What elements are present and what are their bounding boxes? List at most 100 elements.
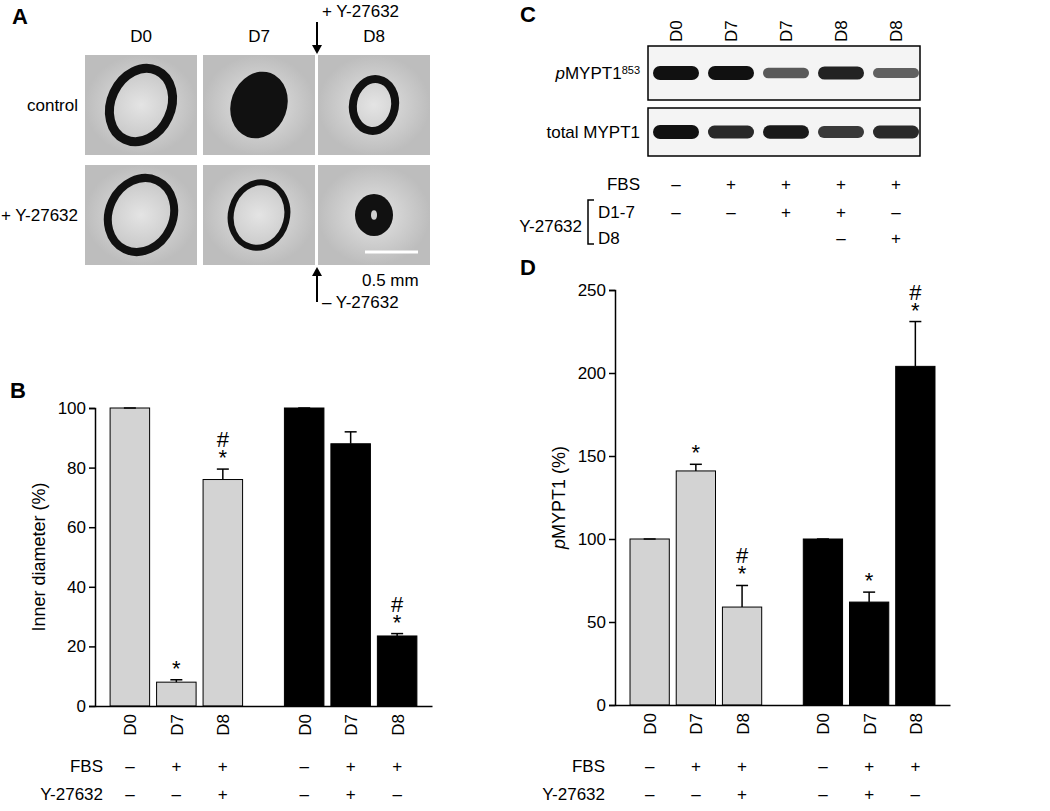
photo (318, 165, 430, 265)
axis-line (616, 705, 951, 707)
error-cap (644, 538, 656, 540)
bar-chart: D050100150200250D0D7D8D0D7D8pMYPT1 (%)*#… (520, 255, 951, 804)
blot-band (708, 126, 754, 139)
error-stem (741, 585, 743, 607)
vessel-ring (221, 63, 297, 146)
condition-symbol: – (645, 785, 655, 804)
tick: 250 (578, 281, 615, 300)
significance-marker: * (738, 561, 747, 586)
error-cap (298, 407, 310, 409)
tick-label: 250 (578, 281, 606, 300)
condition-symbol: – (671, 203, 681, 222)
photo (318, 55, 430, 155)
plot-area (110, 408, 417, 706)
tick: D7 (861, 705, 880, 735)
significance-marker: * (865, 568, 874, 593)
condition-symbol: + (836, 175, 846, 194)
blot-band (653, 125, 699, 139)
arrow (316, 276, 318, 302)
condition-symbol: + (864, 785, 874, 804)
error-cap (124, 407, 136, 409)
tick: D0 (641, 705, 660, 735)
bar-chart: B020406080100D0D7D8D0D7D8Inner diameter … (10, 378, 433, 804)
blot-frame (648, 46, 920, 100)
error-stem (222, 469, 224, 479)
condition-label: Y-27632 (40, 785, 103, 804)
tick: D0 (296, 706, 315, 736)
tick-label: D0 (641, 713, 660, 735)
tick-mark (609, 290, 615, 292)
tick-mark (89, 587, 95, 589)
bar (110, 408, 150, 706)
condition-symbol: + (392, 757, 402, 776)
tick-mark (609, 373, 615, 375)
condition-symbol: – (836, 229, 846, 248)
significance-marker: * (692, 440, 701, 465)
tick-label: 50 (587, 613, 606, 632)
condition-symbol: + (891, 175, 901, 194)
x-axis: D0 D7 D8 D0 D7 D8 (616, 705, 951, 735)
tick-mark (609, 622, 615, 624)
blot-band (818, 66, 864, 79)
tick-mark (609, 456, 615, 458)
bar (850, 602, 889, 705)
condition-symbol: – (818, 785, 828, 804)
error-bar (644, 539, 656, 540)
tick-label: D0 (814, 713, 833, 735)
error-bar (345, 432, 357, 444)
tick: 0 (77, 697, 95, 716)
condition-symbol: – (691, 785, 701, 804)
condition-symbol: + (726, 175, 736, 194)
vessel-ring (98, 58, 184, 152)
column-label: D8 (363, 27, 385, 46)
tick-label: 150 (578, 447, 606, 466)
bar (284, 408, 324, 706)
error-bar (909, 322, 921, 367)
bar (157, 682, 197, 706)
condition-symbol: + (737, 757, 747, 776)
condition-label: FBS (572, 757, 605, 776)
significance-marker: * (219, 445, 228, 470)
blot-band (763, 125, 809, 139)
lane-label: D7 (722, 20, 741, 42)
tick-label: D8 (734, 713, 753, 735)
condition-symbol: – (299, 757, 309, 776)
tick: D0 (814, 705, 833, 735)
tick: D7 (687, 705, 706, 735)
tick: 40 (67, 578, 95, 597)
condition-symbol: + (891, 229, 901, 248)
remove-label: – Y-27632 (322, 293, 399, 312)
bracket (588, 200, 594, 244)
bar (331, 444, 371, 706)
axis-line (96, 706, 433, 708)
y-axis: 020406080100 (58, 399, 96, 716)
lane-label: D0 (667, 20, 686, 42)
error-stem (350, 432, 352, 444)
error-cap (817, 538, 829, 540)
tick-label: D8 (214, 714, 233, 736)
bar (896, 366, 935, 705)
significance-marker: * (911, 298, 920, 323)
tick-label: 200 (578, 364, 606, 383)
bar (803, 539, 842, 705)
error-bar (736, 585, 748, 607)
blot-band (763, 68, 809, 78)
condition-label: FBS (607, 175, 640, 194)
condition-symbol: + (781, 175, 791, 194)
tick-label: D8 (907, 713, 926, 735)
column-label: D7 (248, 27, 270, 46)
tick-label: 100 (58, 399, 86, 418)
photo (85, 165, 197, 265)
tick-mark (89, 646, 95, 648)
tick: 80 (67, 459, 95, 478)
photo (203, 165, 315, 265)
condition-label: FBS (70, 757, 103, 776)
tick: 200 (578, 364, 615, 383)
condition-label: Y-27632 (542, 785, 605, 804)
vessel-lumen (371, 210, 377, 220)
tick: 100 (58, 399, 95, 418)
condition-symbol: – (891, 203, 901, 222)
condition-symbol: – (172, 785, 182, 804)
tick-mark (89, 706, 95, 708)
condition-symbol: + (218, 785, 228, 804)
